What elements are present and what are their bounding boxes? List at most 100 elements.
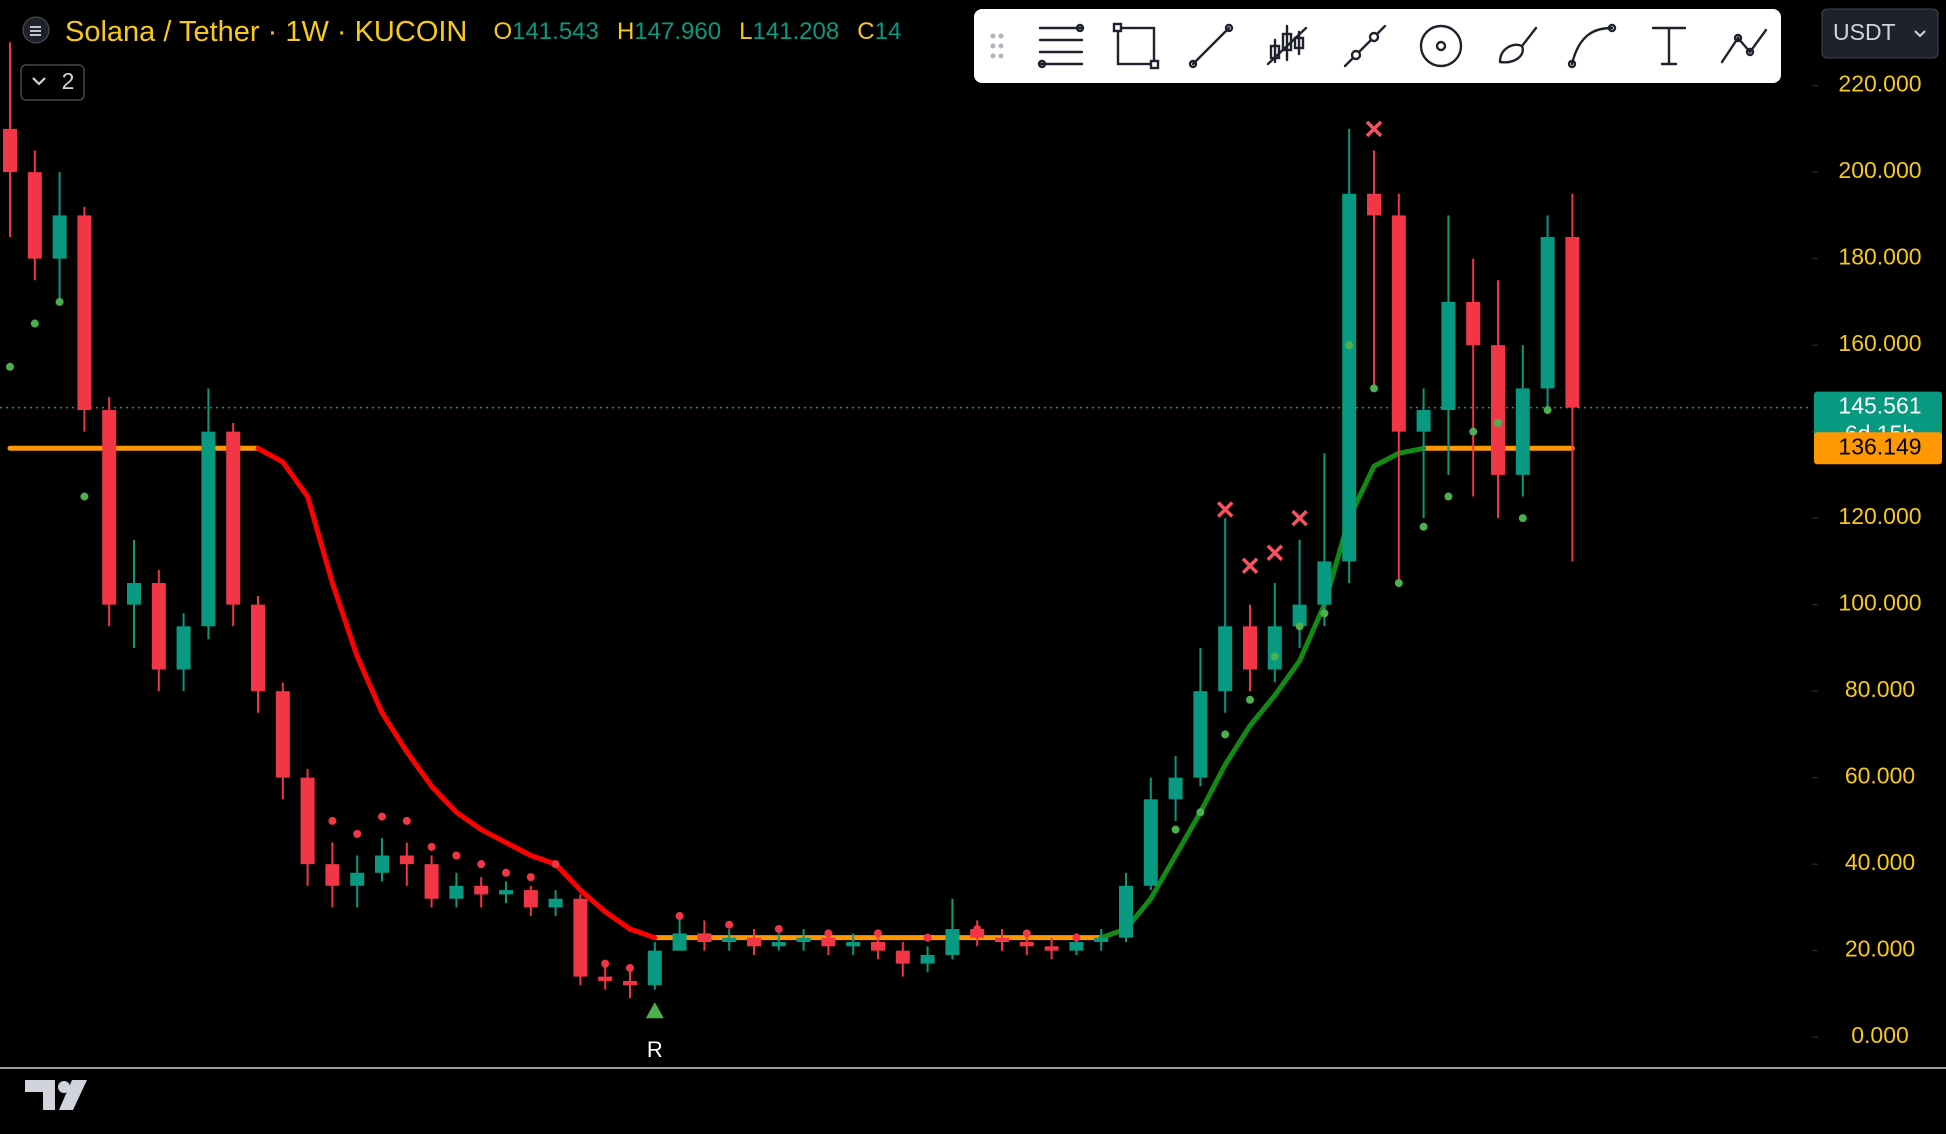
signal-dot (452, 851, 461, 860)
plot-area: R (0, 42, 1812, 1062)
candle-body (1515, 388, 1530, 475)
candle-body (1391, 215, 1406, 432)
candle-body (499, 890, 513, 895)
signal-dot (55, 297, 64, 306)
candle-body (821, 937, 836, 947)
candle-body (598, 976, 613, 981)
candle-body (573, 898, 588, 977)
candle-body (1019, 942, 1034, 947)
candle-body (424, 864, 439, 899)
candle-body (747, 937, 761, 947)
signal-dot (1072, 933, 1081, 942)
y-tick-label: 180.000 (1838, 244, 1921, 270)
signal-dot (675, 912, 684, 921)
candle-body (1292, 604, 1307, 627)
signal-dot (378, 812, 386, 821)
signal-dot (427, 842, 436, 851)
candle-body (623, 980, 637, 986)
tv-logo (25, 1080, 87, 1110)
signal-dot (1171, 825, 1180, 834)
candle-body (201, 431, 216, 627)
tool-text[interactable] (1651, 26, 1687, 66)
header-legend: Solana / Tether · 1W · KUCOIN O141.543 H… (65, 16, 901, 48)
candle-body (474, 885, 489, 895)
y-tick-label: 220.000 (1838, 71, 1921, 97)
ohlc-value: 14 (875, 18, 902, 45)
tool-trendline[interactable] (1188, 23, 1234, 69)
y-tick-label: 80.000 (1845, 676, 1915, 702)
symbol-logo-icon (30, 26, 41, 36)
signal-dot (1270, 652, 1279, 661)
y-tick-label: 200.000 (1838, 157, 1921, 183)
signal-dot (526, 873, 535, 882)
cross-marker (1365, 120, 1383, 138)
trend-line (255, 445, 658, 941)
signal-dot (1370, 384, 1378, 393)
candle-body (300, 777, 315, 865)
candle-body (697, 933, 712, 943)
signal-dot (973, 925, 982, 934)
candle-body (920, 954, 935, 964)
candle-body (127, 583, 141, 605)
y-tick-label: 40.000 (1845, 849, 1915, 875)
cross-marker (1241, 557, 1259, 574)
candle-body (1565, 237, 1580, 408)
signal-dot (1518, 514, 1527, 523)
signal-dot (328, 816, 337, 825)
ohlc-label: O (493, 18, 512, 45)
indicator-count: 2 (62, 68, 75, 94)
signal-dot (1345, 341, 1354, 350)
y-tick-label: 0.000 (1851, 1022, 1909, 1048)
candle-body (1193, 691, 1208, 778)
y-tick-label: 100.000 (1838, 590, 1921, 616)
signal-dot (1419, 522, 1428, 531)
signal-triangle (645, 1002, 664, 1019)
candle-body (325, 864, 340, 886)
candle-body (523, 890, 538, 908)
tool-fib[interactable] (1037, 23, 1085, 69)
ohlc-value: 141.543 (512, 18, 599, 45)
candle-body (275, 691, 290, 778)
level-label: 136.149 (1838, 433, 1921, 459)
candle-body (449, 885, 464, 899)
signal-dot (1246, 695, 1254, 704)
signal-dot (551, 860, 560, 869)
trend-line (1098, 445, 1427, 941)
candle-body (251, 604, 265, 692)
currency-select[interactable]: USDT (1821, 8, 1939, 59)
candle-body (846, 942, 861, 947)
signal-dot (824, 929, 833, 938)
candle-body (796, 937, 811, 943)
tool-path[interactable] (1343, 24, 1387, 68)
tool-circle[interactable] (1419, 24, 1463, 68)
candle-body (1416, 410, 1431, 432)
candle-body (52, 215, 67, 259)
candle-body (895, 950, 910, 964)
signal-dot (1543, 406, 1552, 415)
candle-body (102, 410, 117, 605)
candle-body (771, 942, 786, 947)
cross-marker (1266, 544, 1284, 561)
currency-label: USDT (1833, 19, 1896, 45)
tool-forecast[interactable] (1266, 24, 1308, 66)
indicators-toggle[interactable]: 2 (20, 64, 85, 101)
signal-dot (1394, 579, 1403, 588)
tool-rectangle[interactable] (1112, 22, 1160, 70)
signal-dot (6, 362, 14, 371)
tool-brush[interactable] (1498, 26, 1538, 64)
candle-body (77, 215, 92, 411)
ohlc-label: L (739, 18, 752, 45)
candle-body (1441, 301, 1456, 411)
tool-curve[interactable] (1567, 23, 1617, 69)
tool-pattern[interactable] (1720, 28, 1768, 64)
candle-body (1044, 946, 1059, 951)
toolbar-grip[interactable] (990, 33, 1004, 59)
signal-label: R (647, 1037, 663, 1062)
signal-dot (1320, 609, 1329, 618)
candle-body (1466, 301, 1481, 346)
signal-dot (1221, 730, 1230, 739)
cross-marker (1291, 509, 1308, 527)
candle-body (1317, 561, 1332, 605)
candle-body (350, 872, 365, 886)
